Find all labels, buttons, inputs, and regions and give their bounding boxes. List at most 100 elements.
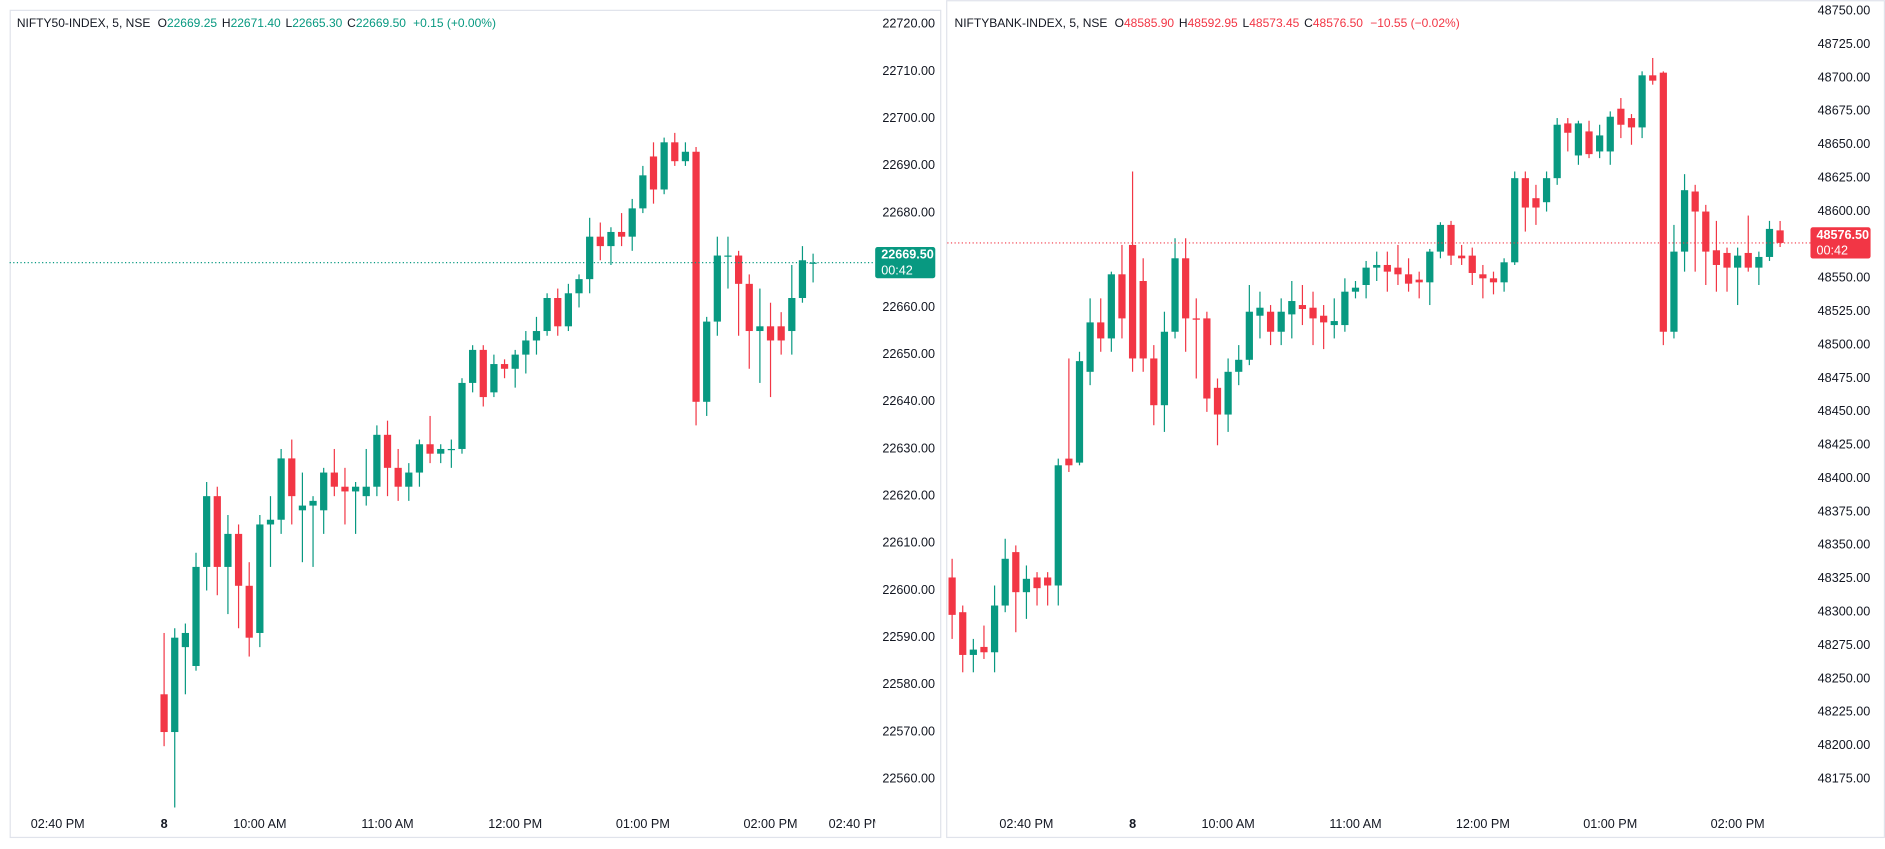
candle-body (1532, 198, 1540, 208)
candle-body (692, 151, 700, 402)
candle-body (1235, 359, 1243, 372)
y-tick-label: 22580.00 (882, 677, 935, 691)
last-price-label: 48576.50 (1816, 228, 1869, 242)
y-tick-label: 48625.00 (1818, 170, 1871, 184)
symbol-header: NIFTY50-INDEX, 5, NSE O22669.25 H22671.40 L… (17, 16, 496, 30)
y-tick-label: 22640.00 (882, 394, 935, 408)
candle-body (1691, 191, 1699, 212)
candle-body (362, 486, 370, 497)
candle-body (1585, 131, 1593, 155)
y-tick-label: 22570.00 (882, 724, 935, 738)
y-tick-label: 48450.00 (1818, 404, 1871, 418)
candle-body (1574, 123, 1583, 156)
candle-body (1617, 108, 1625, 125)
candle-body (1511, 178, 1519, 263)
candle-body (1160, 331, 1169, 406)
candle-body (1723, 252, 1731, 268)
ohlc-value: 22665.30 (292, 16, 342, 30)
x-axis-labels: 02:40 PM 8 10:00 AM 11:00 AM 12:00 PM 01:00 P… (31, 817, 875, 831)
candle-body (373, 434, 381, 487)
left-pane (9, 9, 942, 839)
candle-body (458, 382, 466, 449)
candle-body (586, 236, 594, 280)
right-pane (946, 0, 1885, 839)
symbol-title: NIFTY50-INDEX, 5, NSE (17, 16, 151, 30)
candle-body (234, 533, 243, 586)
y-tick-label: 48500.00 (1818, 337, 1871, 351)
candle-body (1362, 267, 1370, 286)
y-tick-label: 48200.00 (1818, 738, 1871, 752)
candle-body (1288, 301, 1296, 315)
candle-body (511, 354, 519, 369)
candle-body (256, 524, 264, 633)
candle-body (479, 349, 487, 398)
candle-body (1394, 267, 1402, 275)
candle-body (1436, 224, 1445, 252)
y-tick-label: 22710.00 (882, 64, 935, 78)
candle-body (1680, 190, 1689, 252)
candle-body (171, 637, 179, 733)
candle-body (1744, 252, 1752, 268)
y-tick-label: 22660.00 (882, 300, 935, 314)
y-tick-label: 48525.00 (1818, 304, 1871, 318)
ohlc-letter: H (222, 16, 231, 30)
ohlc-letter: H (1179, 16, 1188, 30)
candle-body (1075, 361, 1084, 463)
y-tick-label: 48350.00 (1818, 538, 1871, 552)
candle-body (1765, 228, 1774, 257)
x-tick-label: 11:00 AM (1329, 817, 1381, 831)
candle-body (1755, 256, 1763, 268)
last-price-tag (1810, 227, 1871, 259)
candle-body (1256, 307, 1264, 316)
candle-body (1128, 244, 1137, 359)
candle-body (948, 577, 956, 615)
candle-body (1107, 274, 1115, 339)
x-tick-label: 02:40 PM (31, 817, 85, 831)
x-tick-label: 10:00 AM (233, 817, 286, 831)
x-tick-label: 12:00 PM (1456, 817, 1510, 831)
candle-body (649, 156, 658, 190)
last-price-tag (875, 246, 936, 279)
y-tick-label: 48750.00 (1818, 4, 1871, 18)
y-tick-label: 22620.00 (882, 488, 935, 502)
x-tick-label: 12:00 PM (488, 817, 542, 831)
candle-body (522, 340, 530, 355)
y-tick-label: 22560.00 (882, 772, 935, 786)
x-tick-label: 11:00 AM (361, 817, 413, 831)
x-tick-label: 02:40 PM (999, 817, 1053, 831)
y-tick-label: 48250.00 (1818, 671, 1871, 685)
candle-body (1489, 278, 1498, 283)
last-price-label: 22669.50 (881, 248, 934, 262)
candle-body (298, 505, 307, 511)
candle-body (607, 231, 615, 247)
countdown-label: 00:42 (881, 263, 913, 277)
y-tick-label: 48675.00 (1818, 104, 1871, 118)
candle-body (1383, 264, 1391, 272)
candle-body (1171, 258, 1179, 332)
y-tick-label: 48325.00 (1818, 571, 1871, 585)
candle-body (1192, 318, 1200, 320)
candle-body (1033, 577, 1041, 589)
candle-body (1351, 287, 1360, 292)
candle-body (660, 142, 668, 190)
candle-body (192, 566, 200, 666)
candle-body (394, 467, 402, 487)
candle-body (1670, 251, 1678, 332)
candle-body (1404, 274, 1413, 284)
candle-body (1224, 371, 1232, 415)
candle-body (1553, 124, 1561, 179)
candle-body (809, 262, 817, 264)
y-tick-label: 48725.00 (1818, 37, 1871, 51)
ohlc-letter: L (286, 16, 293, 30)
candle-body (1022, 578, 1031, 593)
candle-body (959, 612, 967, 655)
candle-body (1118, 274, 1126, 319)
ohlc-value: 48573.45 (1249, 16, 1299, 30)
candle-body (1341, 291, 1349, 326)
candle-body (160, 694, 168, 733)
change-value: −10.55 (−0.02%) (1370, 16, 1460, 30)
candle-body (447, 448, 455, 451)
y-tick-label: 48275.00 (1818, 638, 1871, 652)
ohlc-letter: C (1304, 16, 1313, 30)
